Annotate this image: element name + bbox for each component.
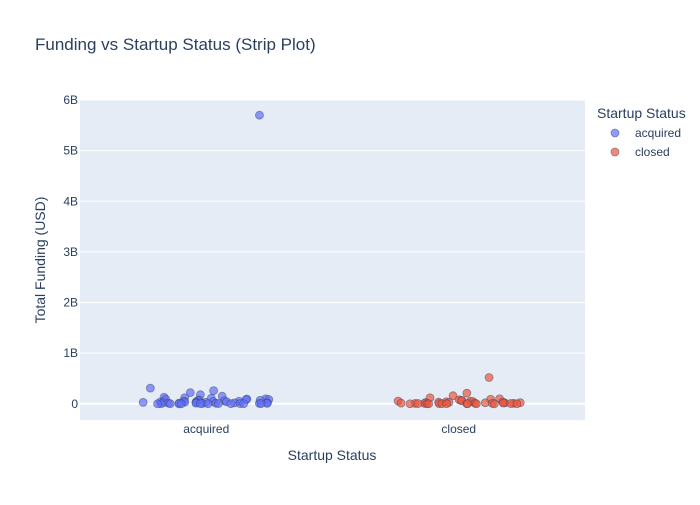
y-tick-label-4: 4B — [63, 194, 78, 208]
point-acquired-46 — [203, 399, 213, 409]
point-acquired-49 — [176, 399, 186, 409]
y-tick-label-1: 1B — [63, 346, 78, 360]
legend-marker-closed — [610, 147, 620, 157]
point-closed-38 — [424, 399, 434, 409]
y-tick-label-6: 6B — [63, 93, 78, 107]
y-tick-label-5: 5B — [63, 144, 78, 158]
point-closed-36 — [512, 399, 522, 409]
point-acquired-40 — [256, 399, 266, 408]
point-closed-21 — [396, 398, 406, 408]
legend-label-acquired: acquired — [635, 126, 681, 140]
x-tick-label-acquired: acquired — [183, 422, 229, 436]
point-acquired-44 — [239, 399, 249, 409]
point-closed-0 — [484, 373, 494, 382]
point-closed-32 — [442, 399, 452, 409]
legend-label-closed: closed — [635, 145, 670, 159]
x-axis-label: Startup Status — [288, 447, 377, 463]
point-acquired-43 — [226, 399, 236, 409]
point-acquired-0 — [255, 110, 264, 120]
point-closed-28 — [413, 399, 423, 408]
point-closed-2 — [448, 391, 458, 401]
point-acquired-26 — [138, 397, 148, 407]
point-closed-1 — [462, 388, 472, 398]
point-acquired-2 — [209, 386, 219, 396]
legend: Startup Status acquired closed — [597, 105, 686, 159]
y-tick-labels: 0 1B 2B 3B 4B 5B 6B — [63, 93, 78, 411]
plot-area — [80, 100, 585, 420]
x-tick-labels: acquired closed — [183, 422, 476, 436]
point-closed-35 — [471, 399, 481, 409]
point-closed-33 — [463, 399, 473, 409]
chart-title: Funding vs Startup Status (Strip Plot) — [35, 35, 316, 54]
point-acquired-1 — [145, 383, 155, 393]
y-axis-label: Total Funding (USD) — [32, 197, 48, 324]
x-tick-label-closed: closed — [441, 422, 476, 436]
point-acquired-39 — [214, 399, 223, 408]
point-closed-34 — [405, 399, 415, 409]
legend-marker-acquired — [610, 128, 620, 138]
data-points — [138, 110, 525, 409]
y-tick-label-0: 0 — [71, 397, 78, 411]
point-acquired-3 — [185, 388, 195, 398]
y-tick-label-2: 2B — [63, 296, 78, 310]
point-acquired-41 — [195, 399, 205, 409]
point-closed-39 — [489, 399, 499, 409]
point-acquired-48 — [153, 399, 162, 409]
legend-title: Startup Status — [597, 105, 686, 121]
legend-items: acquired closed — [610, 126, 681, 159]
point-closed-20 — [498, 398, 508, 408]
y-tick-label-3: 3B — [63, 245, 78, 259]
point-acquired-42 — [165, 399, 175, 409]
